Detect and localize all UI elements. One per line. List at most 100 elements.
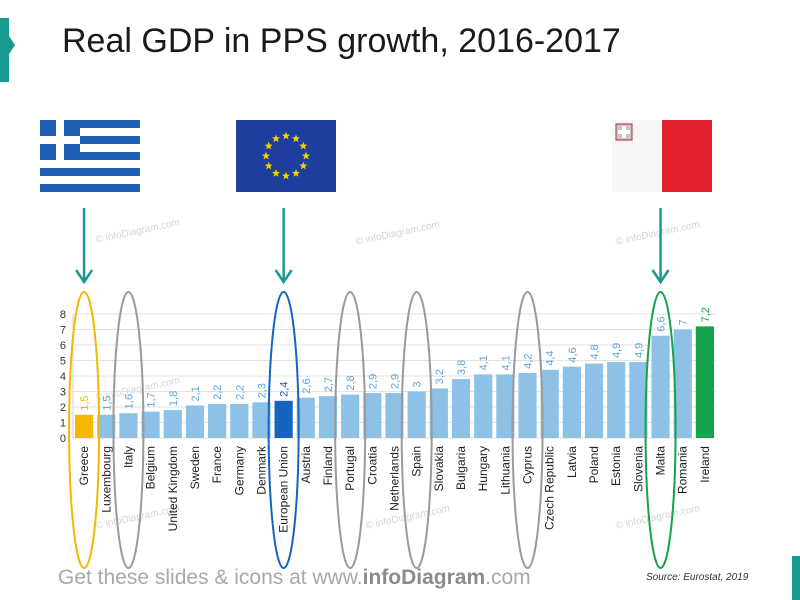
bar xyxy=(119,413,138,438)
value-label: 4,2 xyxy=(523,354,535,369)
value-label: 3,8 xyxy=(456,360,468,375)
category-label: European Union xyxy=(277,446,291,533)
bar xyxy=(562,366,581,438)
category-label: United Kingdom xyxy=(166,446,180,531)
highlight-oval xyxy=(334,291,367,569)
category-label: Sweden xyxy=(188,446,202,489)
value-label: 2,2 xyxy=(234,385,246,400)
eu-star-icon xyxy=(264,141,273,150)
eu-star-icon xyxy=(302,151,310,160)
eu-star-icon xyxy=(262,151,270,160)
value-label: 2,6 xyxy=(301,378,313,393)
footer-suffix: .com xyxy=(485,566,531,589)
category-label: Denmark xyxy=(254,445,268,495)
category-labels: Greece Luxembourg Italy Belgium United Kingd… xyxy=(77,445,712,533)
value-label: 3,2 xyxy=(434,369,446,384)
value-label: 2,9 xyxy=(390,374,402,389)
category-label: Cyprus xyxy=(521,446,535,484)
category-label: Estonia xyxy=(609,446,623,486)
bar xyxy=(629,362,648,438)
bar xyxy=(607,362,626,438)
category-label: Germany xyxy=(232,446,246,495)
y-tick-label: 2 xyxy=(60,402,66,414)
value-label: 4,8 xyxy=(589,344,601,359)
category-label: Malta xyxy=(654,446,668,476)
value-label: 1,8 xyxy=(168,391,180,406)
bar xyxy=(252,402,271,438)
bar xyxy=(540,369,559,438)
value-label: 1,5 xyxy=(79,395,91,410)
eu-star-icon xyxy=(282,131,290,140)
eu-flag-icon xyxy=(236,120,336,192)
highlight-oval xyxy=(644,291,677,569)
bar xyxy=(407,391,426,438)
category-label: Spain xyxy=(410,446,424,477)
bar xyxy=(429,388,448,438)
y-tick-label: 0 xyxy=(60,433,66,445)
eu-star-icon xyxy=(272,134,280,143)
bar xyxy=(518,372,537,438)
highlight-oval xyxy=(267,291,300,569)
category-label: Luxembourg xyxy=(99,446,113,513)
eu-star-icon xyxy=(264,161,273,170)
category-label: Netherlands xyxy=(388,446,402,511)
highlight-oval xyxy=(400,291,433,569)
y-tick-label: 3 xyxy=(60,387,66,399)
category-label: Hungary xyxy=(476,446,490,491)
category-label: Slovakia xyxy=(432,446,446,492)
bar xyxy=(363,393,382,438)
eu-star-icon xyxy=(299,141,308,150)
footer-brand: infoDiagram xyxy=(362,566,486,589)
value-label: 2,7 xyxy=(323,377,335,392)
highlight-oval xyxy=(112,291,145,569)
value-label: 1,5 xyxy=(101,395,113,410)
category-label: Latvia xyxy=(565,446,579,478)
highlight-oval xyxy=(68,291,101,569)
category-label: Lithuania xyxy=(498,446,512,495)
y-tick-label: 4 xyxy=(60,371,66,383)
value-label: 4,1 xyxy=(500,355,512,370)
source-note: Source: Eurostat, 2019 xyxy=(646,572,749,583)
bar xyxy=(296,397,315,438)
bar xyxy=(695,326,715,438)
bar xyxy=(673,329,692,438)
arrow-head-icon xyxy=(274,269,293,285)
right-accent-bar xyxy=(792,556,800,600)
category-label: Italy xyxy=(121,446,135,468)
highlight-ovals xyxy=(68,291,677,569)
value-label: 7 xyxy=(678,319,690,325)
bars xyxy=(74,326,715,438)
category-label: Belgium xyxy=(144,446,158,489)
bar xyxy=(208,403,227,438)
value-label: 3 xyxy=(412,381,424,387)
arrow-head-icon xyxy=(651,269,670,285)
y-tick-label: 6 xyxy=(60,340,66,352)
eu-star-icon xyxy=(292,169,300,177)
bar xyxy=(451,379,471,438)
bar xyxy=(97,414,116,438)
y-tick-label: 1 xyxy=(60,418,66,430)
bar xyxy=(230,403,249,438)
eu-star-icon xyxy=(272,169,280,177)
value-label: 4,9 xyxy=(633,343,645,358)
footer-text: Get these slides & icons at www. xyxy=(58,566,363,589)
bar xyxy=(341,394,360,438)
category-label: Slovenia xyxy=(631,446,645,492)
value-label: 2,4 xyxy=(279,382,291,397)
y-tick-label: 7 xyxy=(60,325,66,337)
category-label: Czech Republic xyxy=(543,446,557,530)
value-label: 2,8 xyxy=(345,375,357,390)
bar xyxy=(474,374,493,438)
y-tick-label: 5 xyxy=(60,356,66,368)
value-label: 4,4 xyxy=(545,351,557,366)
pointer-arrows xyxy=(75,208,670,285)
y-axis-ticks: 0 1 2 3 4 5 6 7 8 xyxy=(60,309,66,445)
malta-flag-icon xyxy=(612,120,712,192)
category-label: Croatia xyxy=(365,446,379,485)
category-label: France xyxy=(210,446,224,484)
value-label: 2,2 xyxy=(212,385,224,400)
value-label: 4,9 xyxy=(611,343,623,358)
value-label: 1,7 xyxy=(146,392,158,407)
bar xyxy=(141,411,160,438)
